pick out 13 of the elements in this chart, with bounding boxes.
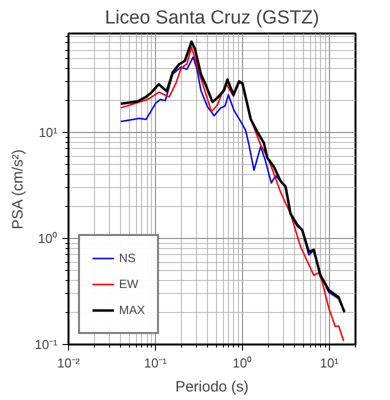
y-tick-label: 10¹ bbox=[38, 125, 58, 140]
y-axis-title: PSA (cm/s²) bbox=[10, 149, 27, 230]
x-tick-label: 10⁰ bbox=[232, 356, 252, 370]
chart-title: Liceo Santa Cruz (GSTZ) bbox=[104, 8, 320, 28]
y-tick-label: 10⁻¹ bbox=[34, 337, 58, 352]
legend-label: NS bbox=[119, 251, 137, 265]
x-tick-label: 10⁻² bbox=[57, 356, 81, 370]
x-tick-label: 10⁻¹ bbox=[144, 356, 168, 370]
y-tick-label: 10⁰ bbox=[38, 231, 58, 246]
legend-label: EW bbox=[119, 277, 139, 291]
x-tick-label: 10¹ bbox=[320, 356, 340, 370]
legend-label: MAX bbox=[119, 303, 146, 317]
x-axis-title: Periodo (s) bbox=[175, 378, 249, 396]
